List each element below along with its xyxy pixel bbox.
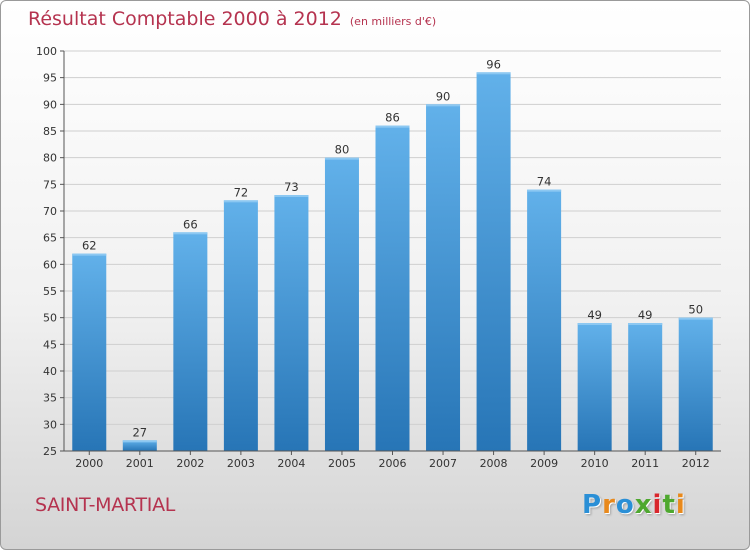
bar-highlight xyxy=(678,317,713,320)
y-tick-label: 50 xyxy=(43,312,57,325)
bar-2010 xyxy=(577,323,612,451)
value-label: 73 xyxy=(284,180,299,194)
x-tick-label: 2009 xyxy=(530,457,558,470)
value-label: 86 xyxy=(385,111,400,125)
x-tick-label: 2004 xyxy=(277,457,305,470)
value-label: 74 xyxy=(537,175,552,189)
value-label: 72 xyxy=(234,185,249,199)
proxiti-logo: Proxiti xyxy=(582,490,686,520)
bar-highlight xyxy=(628,323,663,325)
y-tick-label: 25 xyxy=(43,445,57,458)
commune-name: SAINT-MARTIAL xyxy=(35,494,176,516)
x-tick-label: 2010 xyxy=(581,457,609,470)
value-label: 50 xyxy=(688,303,703,317)
bar-highlight xyxy=(223,200,258,203)
bar-highlight xyxy=(577,323,612,325)
chart-title-text: Résultat Comptable 2000 à 2012 xyxy=(28,8,342,30)
bar-2009 xyxy=(527,189,562,451)
y-tick-label: 80 xyxy=(43,152,57,165)
bar-highlight xyxy=(274,195,309,197)
x-tick-label: 2001 xyxy=(126,457,154,470)
logo-letter: t xyxy=(662,490,676,520)
bar-highlight xyxy=(476,72,511,75)
bar-highlight xyxy=(173,232,208,235)
y-axis: 25 30 35 40 45 50 55 60 65 70 75 80 85 90 95 100 xyxy=(36,45,65,458)
value-label: 27 xyxy=(132,425,147,439)
y-tick-label: 95 xyxy=(43,72,57,85)
x-tick-label: 2006 xyxy=(379,457,407,470)
bar-2007 xyxy=(426,104,461,451)
bar-2001 xyxy=(122,440,157,451)
logo-letter: P xyxy=(582,490,603,520)
x-axis: 2000 2001 2002 2003 2004 2005 2006 2007 2008 2009… xyxy=(64,450,721,470)
bar-2006 xyxy=(375,125,410,452)
logo-letter: o xyxy=(615,490,635,520)
bar-highlight xyxy=(122,440,157,443)
y-tick-label: 35 xyxy=(43,392,57,405)
bar-2002 xyxy=(173,232,208,451)
y-tick-label: 70 xyxy=(43,205,57,218)
x-tick-label: 2012 xyxy=(682,457,710,470)
x-tick-label: 2002 xyxy=(176,457,204,470)
bar-2008 xyxy=(476,72,511,451)
y-tick-label: 40 xyxy=(43,365,57,378)
y-tick-label: 30 xyxy=(43,418,57,431)
x-tick-label: 2008 xyxy=(480,457,508,470)
x-tick-label: 2000 xyxy=(75,457,103,470)
y-tick-label: 65 xyxy=(43,232,57,245)
bars: 62 27 66 72 73 80 86 90 96 74 49 49 50 xyxy=(72,57,713,452)
bar-2012 xyxy=(678,317,713,451)
y-tick-label: 75 xyxy=(43,178,57,191)
y-tick-label: 85 xyxy=(43,125,57,138)
logo-letter: i xyxy=(675,490,686,520)
bar-highlight xyxy=(375,125,410,128)
x-tick-label: 2003 xyxy=(227,457,255,470)
chart-subtitle: (en milliers d'€) xyxy=(349,15,437,28)
bar-highlight xyxy=(426,104,461,107)
x-tick-label: 2007 xyxy=(429,457,457,470)
y-tick-label: 90 xyxy=(43,98,57,111)
chart-title: Résultat Comptable 2000 à 2012 (en millie… xyxy=(28,8,436,30)
bar-2011 xyxy=(628,323,663,451)
value-label: 80 xyxy=(335,143,350,157)
value-label: 66 xyxy=(183,217,198,231)
y-tick-label: 60 xyxy=(43,258,57,271)
bar-2004 xyxy=(274,195,309,451)
value-label: 90 xyxy=(436,89,451,103)
bar-2005 xyxy=(324,157,359,451)
logo-letter: i xyxy=(652,490,663,520)
bar-2000 xyxy=(72,253,107,451)
value-label: 62 xyxy=(82,239,97,253)
value-label: 49 xyxy=(638,308,653,322)
y-tick-label: 55 xyxy=(43,285,57,298)
value-label: 96 xyxy=(486,57,501,71)
value-label: 49 xyxy=(587,308,602,322)
bar-highlight xyxy=(72,253,107,256)
y-tick-label: 45 xyxy=(43,338,57,351)
bar-highlight xyxy=(527,189,562,192)
bar-highlight xyxy=(324,157,359,160)
y-tick-label: 100 xyxy=(36,45,57,58)
bar-2003 xyxy=(223,200,258,451)
logo-letter: r xyxy=(602,490,616,520)
x-tick-label: 2011 xyxy=(631,457,659,470)
logo-letter: x xyxy=(634,490,653,520)
x-tick-label: 2005 xyxy=(328,457,356,470)
